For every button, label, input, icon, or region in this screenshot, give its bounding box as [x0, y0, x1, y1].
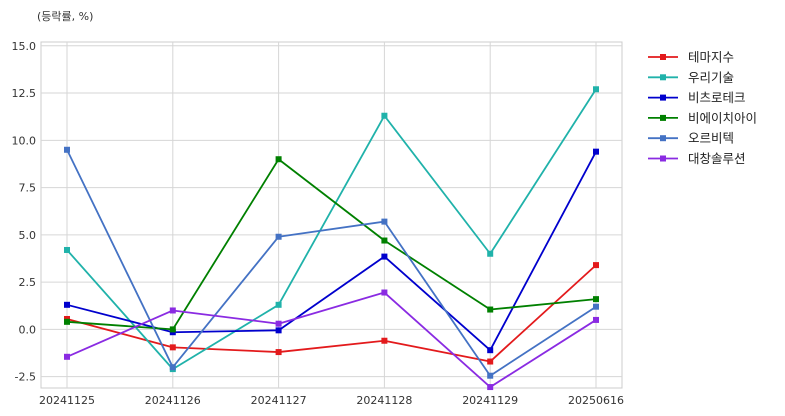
legend-marker	[660, 114, 666, 121]
series-line	[66, 158, 597, 331]
legend-entry: 대창솔루션	[648, 151, 746, 166]
data-point	[593, 316, 599, 323]
data-point	[381, 253, 388, 260]
series-오르비텍	[64, 146, 599, 379]
x-tick-label: 20241128	[356, 394, 412, 407]
legend-entry: 우리기술	[648, 70, 734, 85]
data-point	[381, 218, 388, 225]
y-tick-label: 5.0	[19, 229, 37, 242]
legend-marker	[660, 94, 666, 101]
data-point	[593, 148, 599, 155]
x-tick-label: 20241127	[251, 394, 307, 407]
data-point	[381, 237, 388, 244]
legend-label: 우리기술	[688, 70, 734, 85]
x-axis-ticks: 20241125 20241126 20241127 20241128 20241129…	[39, 394, 624, 407]
data-point	[487, 372, 494, 379]
series-line	[66, 149, 597, 377]
data-point	[64, 246, 70, 253]
data-point	[487, 358, 494, 365]
legend-label: 테마지수	[688, 50, 734, 65]
x-tick-label: 20241125	[39, 394, 95, 407]
data-point	[64, 353, 70, 360]
data-point	[593, 303, 599, 310]
series-line	[66, 264, 597, 363]
data-point	[64, 318, 70, 325]
y-tick-label: 7.5	[19, 182, 37, 195]
data-point	[487, 347, 494, 354]
y-tick-label: 0.0	[19, 323, 37, 336]
x-tick-label: 20250616	[568, 394, 624, 407]
y-tick-label: 15.0	[12, 40, 37, 53]
y-tick-label: 10.0	[12, 134, 37, 147]
series-lines	[64, 86, 599, 391]
y-tick-label: 2.5	[19, 276, 37, 289]
legend-entry: 오르비텍	[648, 131, 734, 146]
data-point	[381, 112, 388, 119]
legend-label: 대창솔루션	[688, 151, 746, 166]
data-point	[169, 307, 176, 314]
y-tick-label: 12.5	[12, 87, 37, 100]
data-point	[169, 364, 176, 371]
series-line	[66, 291, 597, 388]
data-point	[64, 146, 70, 153]
legend-entry: 비츠로테크	[648, 90, 746, 105]
y-axis-ticks: -2.5 0.0 2.5 5.0 7.5 10.0 12.5 15.0	[12, 40, 37, 384]
data-point	[487, 306, 494, 313]
legend-entry: 비에이치아이	[648, 110, 757, 125]
x-tick-label: 20241129	[462, 394, 518, 407]
data-point	[275, 233, 282, 240]
data-point	[275, 320, 282, 327]
legend-marker	[660, 54, 666, 60]
data-point	[487, 250, 494, 257]
x-tick-label: 20241126	[145, 394, 201, 407]
data-point	[275, 349, 282, 356]
legend-marker	[660, 155, 666, 162]
series-대창솔루션	[64, 289, 599, 391]
y-axis-unit-label: (등락률, %)	[37, 10, 93, 23]
data-point	[275, 156, 282, 163]
data-point	[593, 262, 599, 269]
legend-entry: 테마지수	[648, 50, 734, 65]
data-point	[64, 301, 70, 308]
data-point	[381, 289, 388, 296]
data-point	[169, 344, 176, 351]
y-tick-label: -2.5	[15, 371, 36, 384]
legend-marker	[660, 135, 666, 142]
data-point	[593, 296, 599, 303]
legend-label: 오르비텍	[688, 131, 734, 146]
data-point	[169, 326, 176, 333]
data-point	[275, 327, 282, 334]
legend-marker	[660, 74, 666, 81]
series-비에이치아이	[64, 156, 599, 333]
data-point	[487, 384, 494, 391]
data-point	[381, 337, 388, 344]
data-point	[593, 86, 599, 93]
data-point	[275, 301, 282, 308]
legend-label: 비츠로테크	[688, 90, 746, 105]
legend-label: 비에이치아이	[688, 110, 757, 125]
series-line	[66, 88, 597, 370]
